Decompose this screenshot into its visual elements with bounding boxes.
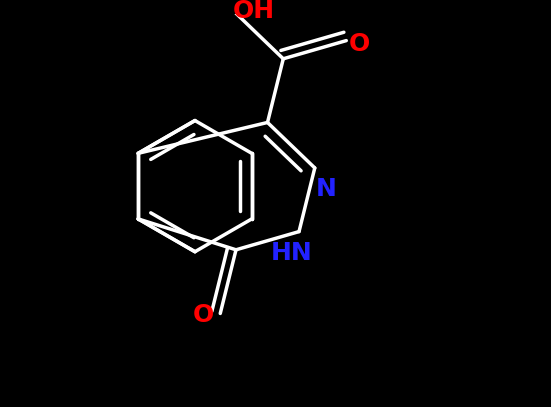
Text: HN: HN bbox=[271, 241, 312, 265]
Text: O: O bbox=[349, 33, 370, 57]
Text: OH: OH bbox=[233, 0, 274, 23]
Text: O: O bbox=[192, 303, 214, 327]
Text: N: N bbox=[316, 177, 337, 201]
